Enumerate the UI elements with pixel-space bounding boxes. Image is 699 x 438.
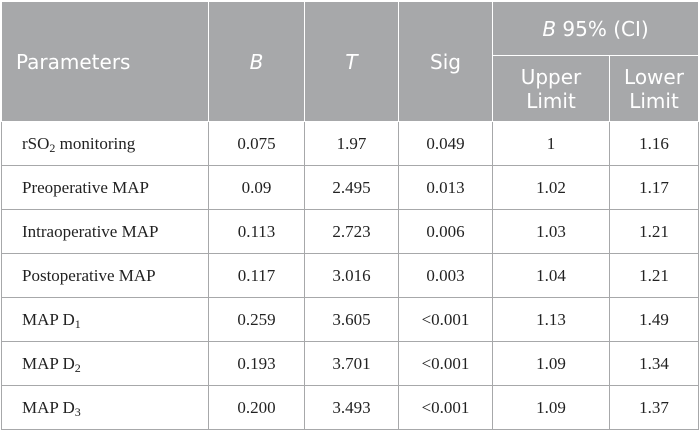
parameter-subscript: 1: [74, 316, 81, 331]
cell-t: 2.723: [304, 209, 399, 254]
cell-upper: 1: [492, 121, 610, 166]
header-ci-b: B: [542, 16, 557, 41]
cell-lower: 1.16: [609, 121, 699, 166]
cell-upper: 1.04: [492, 253, 610, 298]
cell-parameter: Postoperative MAP: [1, 253, 209, 298]
parameter-suffix: monitoring: [55, 133, 136, 153]
cell-b: 0.259: [208, 297, 305, 342]
cell-parameter: rSO2 monitoring: [1, 121, 209, 166]
table-row: Postoperative MAP 0.117 3.016 0.003 1.04 1.21: [1, 253, 699, 298]
parameter-subscript: 3: [74, 404, 81, 419]
cell-t: 3.016: [304, 253, 399, 298]
cell-parameter: Preoperative MAP: [1, 165, 209, 210]
cell-b: 0.09: [208, 165, 305, 210]
header-lower-line2: Limit: [629, 88, 679, 113]
cell-lower: 1.37: [609, 385, 699, 430]
cell-b: 0.075: [208, 121, 305, 166]
table-body: rSO2 monitoring 0.075 1.97 0.049 1 1.16 Preope…: [1, 121, 699, 430]
cell-sig: 0.003: [398, 253, 493, 298]
header-sig: Sig: [398, 1, 493, 122]
cell-upper: 1.13: [492, 297, 610, 342]
cell-upper: 1.09: [492, 341, 610, 386]
cell-b: 0.113: [208, 209, 305, 254]
parameter-subscript: 2: [49, 140, 56, 155]
parameter-name: Postoperative MAP: [22, 265, 156, 285]
header-ci: B 95% (CI): [492, 1, 699, 56]
cell-t: 3.701: [304, 341, 399, 386]
cell-t: 1.97: [304, 121, 399, 166]
cell-lower: 1.34: [609, 341, 699, 386]
cell-upper: 1.09: [492, 385, 610, 430]
table-row: Preoperative MAP 0.09 2.495 0.013 1.02 1.17: [1, 165, 699, 210]
cell-parameter: Intraoperative MAP: [1, 209, 209, 254]
cell-sig: 0.013: [398, 165, 493, 210]
cell-b: 0.117: [208, 253, 305, 298]
header-upper-line2: Limit: [526, 88, 576, 113]
cell-sig: 0.049: [398, 121, 493, 166]
header-parameters: Parameters: [1, 1, 209, 122]
parameter-name: Intraoperative MAP: [22, 221, 159, 241]
header-t: T: [304, 1, 399, 122]
parameter-subscript: 2: [74, 360, 81, 375]
cell-parameter: MAP D1: [1, 297, 209, 342]
regression-table: Parameters B T Sig B 95% (CI) Upper Limit…: [1, 1, 699, 430]
cell-b: 0.200: [208, 385, 305, 430]
cell-t: 2.495: [304, 165, 399, 210]
cell-b: 0.193: [208, 341, 305, 386]
cell-lower: 1.21: [609, 253, 699, 298]
cell-t: 3.605: [304, 297, 399, 342]
header-lower-limit: Lower Limit: [609, 55, 699, 122]
parameter-name: MAP D: [22, 309, 75, 329]
header-lower-line1: Lower: [624, 64, 684, 89]
cell-sig: <0.001: [398, 341, 493, 386]
cell-lower: 1.17: [609, 165, 699, 210]
header-upper-line1: Upper: [520, 64, 582, 89]
table-row: MAP D1 0.259 3.605 <0.001 1.13 1.49: [1, 297, 699, 342]
cell-upper: 1.02: [492, 165, 610, 210]
cell-parameter: MAP D2: [1, 341, 209, 386]
cell-sig: 0.006: [398, 209, 493, 254]
cell-lower: 1.21: [609, 209, 699, 254]
table-row: MAP D3 0.200 3.493 <0.001 1.09 1.37: [1, 385, 699, 430]
parameter-name: rSO: [22, 133, 50, 153]
cell-t: 3.493: [304, 385, 399, 430]
parameter-name: MAP D: [22, 353, 75, 373]
header-ci-label: 95% (CI): [556, 16, 649, 41]
table-row: rSO2 monitoring 0.075 1.97 0.049 1 1.16: [1, 121, 699, 166]
header-upper-limit: Upper Limit: [492, 55, 610, 122]
cell-sig: <0.001: [398, 297, 493, 342]
table-row: MAP D2 0.193 3.701 <0.001 1.09 1.34: [1, 341, 699, 386]
cell-lower: 1.49: [609, 297, 699, 342]
cell-parameter: MAP D3: [1, 385, 209, 430]
table-row: Intraoperative MAP 0.113 2.723 0.006 1.03 1.2…: [1, 209, 699, 254]
parameter-name: MAP D: [22, 397, 75, 417]
parameter-name: Preoperative MAP: [22, 177, 150, 197]
cell-upper: 1.03: [492, 209, 610, 254]
header-b: B: [208, 1, 305, 122]
cell-sig: <0.001: [398, 385, 493, 430]
